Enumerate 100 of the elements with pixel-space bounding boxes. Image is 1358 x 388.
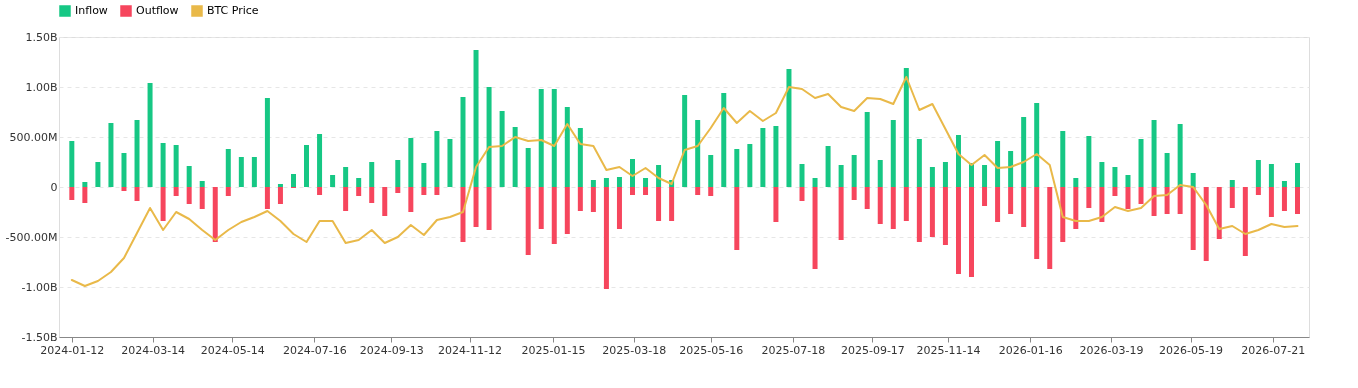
bar xyxy=(695,187,701,195)
bar xyxy=(564,187,570,234)
bar xyxy=(382,187,388,216)
bar xyxy=(1294,187,1300,214)
bar xyxy=(1164,153,1170,187)
bar xyxy=(1268,164,1274,187)
bar xyxy=(460,97,466,187)
bar xyxy=(1034,187,1040,259)
x-tick-label: 2026-07-21 xyxy=(1241,343,1306,357)
bar xyxy=(838,187,844,240)
bar xyxy=(1021,117,1027,187)
bar xyxy=(851,187,857,200)
bar xyxy=(1294,163,1300,187)
bar xyxy=(512,127,518,187)
bar xyxy=(995,141,1001,187)
bar xyxy=(251,157,257,187)
bar xyxy=(199,187,205,209)
bar xyxy=(460,187,466,242)
bar xyxy=(1008,151,1014,187)
bar xyxy=(1112,167,1118,187)
bar xyxy=(173,187,179,196)
bar xyxy=(1164,187,1170,214)
bar xyxy=(1112,187,1118,196)
bar xyxy=(160,187,166,221)
bar xyxy=(551,187,557,244)
bar xyxy=(747,144,753,187)
x-tick-label: 2025-07-18 xyxy=(761,343,826,357)
bar xyxy=(434,187,440,195)
y-tick-label: -1.50B xyxy=(21,330,58,344)
bar xyxy=(147,83,153,187)
bar xyxy=(238,157,244,187)
bar xyxy=(538,187,544,229)
bar xyxy=(1190,173,1196,187)
bar xyxy=(982,187,988,206)
bar xyxy=(551,89,557,187)
bar xyxy=(564,107,570,187)
bar xyxy=(577,128,583,187)
bar xyxy=(186,187,192,204)
bar xyxy=(1255,160,1261,187)
y-tick-label: 1.00B xyxy=(25,80,58,94)
bar xyxy=(499,111,505,187)
bar xyxy=(1190,187,1196,250)
x-tick-label: 2026-01-16 xyxy=(998,343,1063,357)
bar xyxy=(1099,187,1105,222)
bar xyxy=(721,93,727,187)
y-tick-label: 1.50B xyxy=(25,30,58,44)
bar xyxy=(969,163,975,187)
bar xyxy=(577,187,583,211)
bar xyxy=(969,187,975,277)
bar xyxy=(199,181,205,187)
bar xyxy=(1021,187,1027,227)
bar xyxy=(356,187,362,196)
bar xyxy=(955,135,961,187)
x-tick-label: 2024-07-16 xyxy=(282,343,347,357)
bar xyxy=(786,69,792,187)
bar xyxy=(1086,136,1092,187)
bar xyxy=(1177,187,1183,214)
bar xyxy=(317,134,323,187)
bar xyxy=(82,182,88,187)
bar xyxy=(1138,139,1144,187)
bar xyxy=(995,187,1001,222)
bar xyxy=(929,187,935,237)
bar xyxy=(590,180,596,187)
bar xyxy=(603,178,609,187)
x-tick-label: 2024-09-13 xyxy=(359,343,424,357)
x-tick-label: 2024-03-14 xyxy=(121,343,186,357)
bar xyxy=(1268,187,1274,217)
bar xyxy=(643,178,649,187)
bar xyxy=(1008,187,1014,214)
bar xyxy=(643,187,649,195)
bar xyxy=(734,149,740,187)
bar xyxy=(434,131,440,187)
bar xyxy=(186,166,192,187)
x-tick-label: 2025-09-17 xyxy=(840,343,905,357)
bar xyxy=(903,68,909,187)
bar xyxy=(1203,187,1209,261)
legend-label: Outflow xyxy=(136,4,179,17)
bar xyxy=(877,160,883,187)
bar xyxy=(1073,178,1079,187)
bar xyxy=(812,187,818,269)
bar xyxy=(108,123,114,187)
bar xyxy=(890,187,896,229)
bar xyxy=(669,187,675,221)
bar xyxy=(369,187,375,203)
bar xyxy=(760,128,766,187)
bar xyxy=(225,149,231,187)
bar xyxy=(903,187,909,221)
bar xyxy=(82,187,88,203)
bar xyxy=(851,155,857,187)
bar xyxy=(799,164,805,187)
bar xyxy=(1151,120,1157,187)
bar xyxy=(929,167,935,187)
bar xyxy=(877,187,883,224)
bar xyxy=(421,187,427,195)
bar xyxy=(1099,162,1105,187)
bar xyxy=(473,50,479,187)
bar xyxy=(538,89,544,187)
bar xyxy=(134,120,140,187)
bar xyxy=(1229,187,1235,208)
bar xyxy=(160,143,166,187)
